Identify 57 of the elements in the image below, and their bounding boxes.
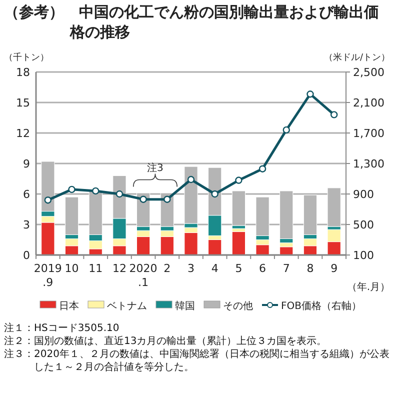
x-tick-label: 7 [282, 262, 290, 275]
legend-label: その他 [223, 300, 253, 312]
text: 注１：HSコード3505.10 [4, 322, 120, 335]
x-tick-label: 2020 .1 [129, 262, 158, 289]
x-tick-label: 4 [211, 262, 218, 275]
x-tick-label: 3 [188, 262, 194, 275]
y2-tick-label: 100 [353, 249, 374, 262]
legend-label: 韓国 [175, 300, 195, 312]
legend-label: FOB価格（右軸） [281, 300, 362, 312]
point [330, 111, 338, 118]
chart-title: （参考） 中国の化工でん粉の国別輸出量および輸出価格の推移 [4, 2, 380, 42]
bar [184, 232, 198, 256]
y2-tick-label: 2,100 [353, 96, 384, 110]
point [68, 186, 76, 194]
bar [232, 231, 246, 256]
y-tick-label: 3 [23, 218, 30, 232]
y2-axis-title: （米ドル/トン） [324, 52, 390, 63]
y2-tick-label: 1,700 [353, 127, 384, 140]
x-tick-label: 5 [235, 262, 242, 275]
x-tick-label: 2 [164, 262, 171, 275]
bar [280, 246, 294, 256]
point [164, 196, 171, 203]
x-tick-label: 10 [64, 262, 79, 275]
point [187, 176, 195, 184]
x-tick-label: 9 [330, 262, 338, 275]
point [92, 187, 100, 195]
point [282, 126, 290, 134]
y-tick-label: 9 [23, 158, 30, 170]
y2-tick-label: 2,500 [353, 66, 384, 79]
y2-tick-label: 500 [353, 218, 374, 232]
x-tick-label: 11 [88, 262, 103, 275]
x-tick-label: 8 [306, 262, 314, 275]
x-tick-label: 12 [112, 262, 126, 275]
bar [208, 240, 222, 256]
point [140, 196, 147, 203]
point [211, 190, 218, 198]
y-tick-label: 15 [16, 96, 30, 110]
y-tick-label: 18 [16, 66, 30, 79]
x-axis-title: （年.月） [346, 281, 390, 293]
point [235, 176, 242, 184]
x-tick-label: 2019 .9 [34, 262, 62, 289]
y-tick-label: 0 [23, 249, 30, 262]
y-tick-label: 6 [23, 188, 30, 201]
y2-tick-label: 900 [353, 188, 374, 201]
legend-label: 日本 [59, 300, 79, 312]
point [306, 90, 314, 98]
text: 注２：国別の数値は、直近13カ月の輸出量（累計）上位３カ国を表示。 [4, 335, 328, 348]
y2-tick-label: 1,300 [353, 158, 384, 170]
point [116, 190, 124, 198]
y-tick-label: 12 [16, 127, 30, 140]
text: 注３：2020年１、２月の数値は、中国海関総署（日本の税関に相当する組織）が公表した１～２月の合計値を等分した。 [4, 348, 390, 374]
point [258, 165, 266, 172]
legend-label: ベトナム [107, 301, 147, 312]
annotation: 注3 [147, 162, 164, 174]
point [44, 196, 52, 204]
x-tick-label: 6 [259, 262, 266, 275]
y-axis-title: （千トン） [4, 52, 49, 63]
